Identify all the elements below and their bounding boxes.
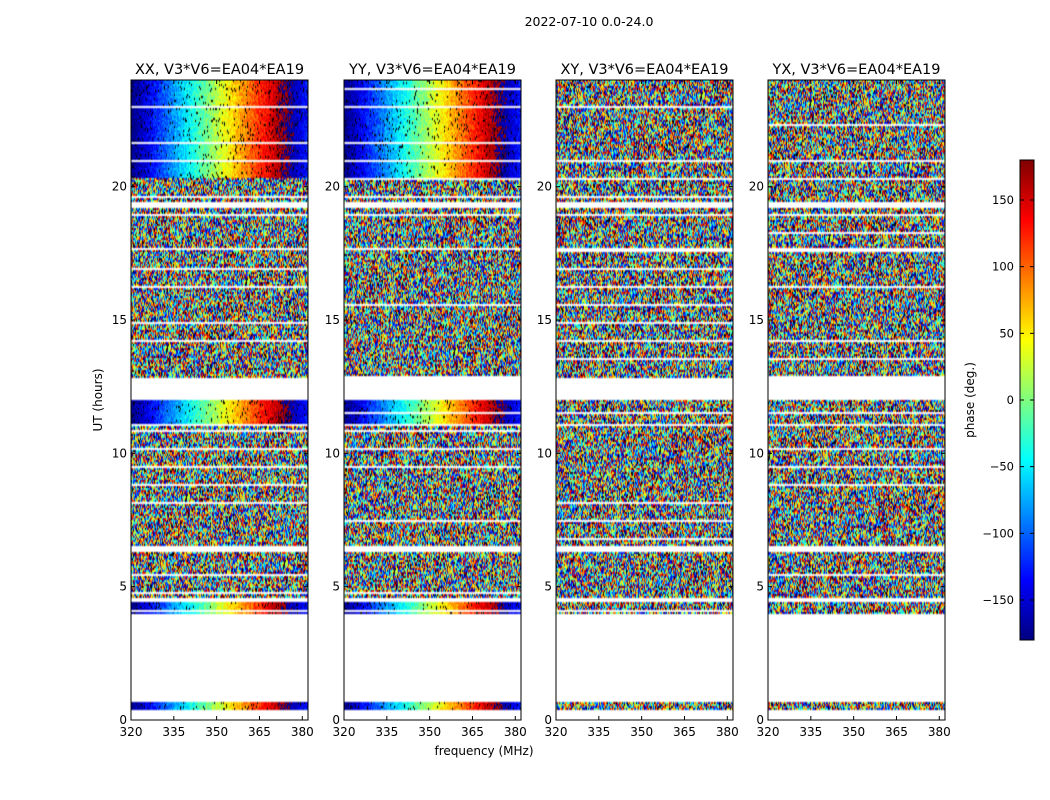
y-tick-label: 0: [544, 713, 552, 727]
y-tick-label: 10: [537, 446, 552, 460]
x-axis-label: frequency (MHz): [434, 744, 533, 758]
colorbar-tick-label: −50: [990, 460, 1014, 474]
colorbar-label: phase (deg.): [963, 362, 977, 438]
panel-yx: YX, V3*V6=EA04*EA19 320 335 350 365 380 0 5 10 15…: [749, 62, 951, 739]
panel-title: XX, V3*V6=EA04*EA19: [135, 62, 304, 78]
axes-frame: [767, 79, 946, 721]
colorbar-ticks: −150 −100 −50 0 50 100 150: [982, 193, 1034, 607]
panels-group: XX, V3*V6=EA04*EA19 320 335 350 365 380 0 5 10 15…: [112, 62, 951, 739]
colorbar-tick-label: 0: [1007, 393, 1014, 407]
x-tick-label: 380: [716, 725, 739, 739]
y-tick-label: 10: [749, 446, 764, 460]
y-tick-label: 15: [325, 313, 340, 327]
phase-heatmap: [556, 80, 733, 720]
panel-yy: YY, V3*V6=EA04*EA19 320 335 350 365 380 0 5 10 15…: [325, 62, 527, 739]
y-tick-label: 10: [112, 446, 127, 460]
axes-frame: [555, 79, 734, 721]
y-tick-label: 5: [119, 580, 127, 594]
x-tick-label: 335: [799, 725, 822, 739]
x-tick-label: 365: [885, 725, 908, 739]
y-tick-label: 20: [749, 180, 764, 194]
x-tick-label: 365: [673, 725, 696, 739]
x-tick-label: 320: [545, 725, 568, 739]
y-tick-label: 5: [544, 580, 552, 594]
panel-xx: XX, V3*V6=EA04*EA19 320 335 350 365 380 0 5 10 15…: [112, 62, 314, 739]
x-tick-label: 350: [205, 725, 228, 739]
x-tick-label: 380: [928, 725, 951, 739]
y-tick-label: 20: [537, 180, 552, 194]
y-tick-label: 10: [325, 446, 340, 460]
x-tick-label: 320: [757, 725, 780, 739]
y-tick-label: 20: [325, 180, 340, 194]
y-tick-label: 15: [749, 313, 764, 327]
colorbar: −150 −100 −50 0 50 100 150 phase (deg.): [963, 159, 1035, 641]
axes-frame: [130, 79, 309, 721]
x-tick-label: 350: [630, 725, 653, 739]
phase-heatmap: [131, 80, 308, 720]
y-tick-label: 0: [119, 713, 127, 727]
axes-frame: [343, 79, 522, 721]
y-tick-label: 15: [112, 313, 127, 327]
y-tick-label: 15: [537, 313, 552, 327]
x-tick-label: 365: [248, 725, 271, 739]
x-tick-label: 335: [375, 725, 398, 739]
y-tick-label: 5: [756, 580, 764, 594]
colorbar-tick-label: 150: [992, 193, 1014, 207]
y-tick-label: 20: [112, 180, 127, 194]
phase-heatmap: [768, 80, 945, 720]
colorbar-tick-label: −100: [982, 526, 1014, 540]
x-tick-label: 335: [587, 725, 610, 739]
x-tick-label: 320: [333, 725, 356, 739]
figure-title: 2022-07-10 0.0-24.0: [525, 14, 654, 29]
panel-title: YX, V3*V6=EA04*EA19: [771, 62, 940, 78]
x-tick-label: 335: [162, 725, 185, 739]
phase-heatmap: [344, 80, 521, 720]
panel-title: XY, V3*V6=EA04*EA19: [560, 62, 728, 78]
panel-title: YY, V3*V6=EA04*EA19: [348, 62, 516, 78]
colorbar-tick-label: 100: [992, 260, 1014, 274]
x-tick-label: 380: [291, 725, 314, 739]
panel-xy: XY, V3*V6=EA04*EA19 320 335 350 365 380 0 5 10 15…: [537, 62, 739, 739]
x-tick-label: 350: [842, 725, 865, 739]
colorbar-tick-label: 50: [999, 326, 1014, 340]
y-axis-label: UT (hours): [91, 368, 105, 431]
x-tick-label: 350: [418, 725, 441, 739]
colorbar-tick-label: −150: [982, 593, 1014, 607]
y-tick-label: 0: [756, 713, 764, 727]
x-tick-label: 380: [504, 725, 527, 739]
x-tick-label: 365: [461, 725, 484, 739]
y-tick-label: 5: [332, 580, 340, 594]
x-tick-label: 320: [120, 725, 143, 739]
y-tick-label: 0: [332, 713, 340, 727]
